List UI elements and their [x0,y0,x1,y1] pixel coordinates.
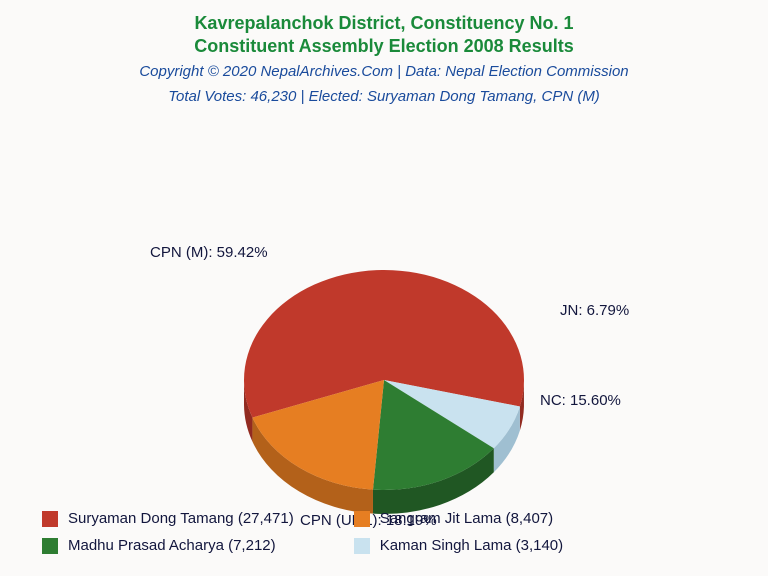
legend-swatch-1 [354,511,370,527]
pie-chart: CPN (M): 59.42%JN: 6.79%NC: 15.60%CPN (U… [0,105,768,545]
legend-swatch-0 [42,511,58,527]
legend-item-0: Suryaman Dong Tamang (27,471) [42,510,294,527]
title-block: Kavrepalanchok District, Constituency No… [0,0,768,105]
legend-label-1: Sangram Jit Lama (8,407) [380,510,553,527]
title-line-1: Kavrepalanchok District, Constituency No… [0,12,768,35]
legend-swatch-2 [42,538,58,554]
legend-item-1: Sangram Jit Lama (8,407) [354,510,606,527]
legend-label-0: Suryaman Dong Tamang (27,471) [68,510,294,527]
subtitle-totals: Total Votes: 46,230 | Elected: Suryaman … [0,88,768,105]
title-line-2: Constituent Assembly Election 2008 Resul… [0,35,768,58]
legend-item-3: Kaman Singh Lama (3,140) [354,537,606,554]
legend: Suryaman Dong Tamang (27,471) Sangram Ji… [42,510,605,554]
svg-text:NC: 15.60%: NC: 15.60% [540,392,621,409]
svg-text:CPN (M): 59.42%: CPN (M): 59.42% [150,244,268,261]
legend-label-2: Madhu Prasad Acharya (7,212) [68,537,276,554]
legend-item-2: Madhu Prasad Acharya (7,212) [42,537,294,554]
legend-label-3: Kaman Singh Lama (3,140) [380,537,563,554]
svg-text:JN: 6.79%: JN: 6.79% [560,302,629,319]
subtitle-copyright: Copyright © 2020 NepalArchives.Com | Dat… [0,63,768,80]
legend-swatch-3 [354,538,370,554]
pie-chart-area: CPN (M): 59.42%JN: 6.79%NC: 15.60%CPN (U… [0,105,768,485]
